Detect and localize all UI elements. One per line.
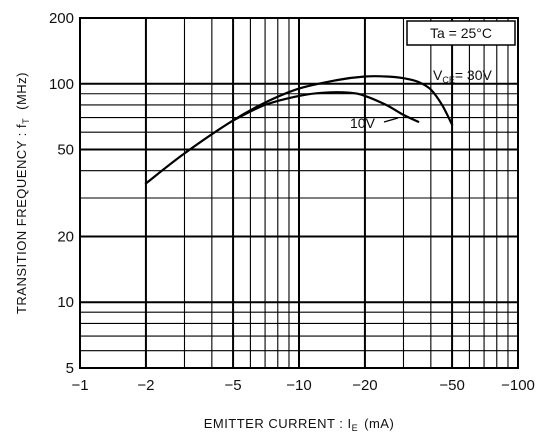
- series-label-v: V: [433, 67, 443, 83]
- series-10v-line: [232, 91, 420, 123]
- condition-label: Ta = 25°C: [430, 25, 492, 41]
- series-label-value: = 30V: [455, 67, 493, 83]
- x-tick-label: −2: [137, 377, 154, 394]
- x-tick-label: −20: [352, 377, 377, 394]
- x-tick-label: −10: [286, 377, 311, 394]
- x-tick-label: −50: [439, 377, 464, 394]
- x-tick-label: −1: [71, 377, 88, 394]
- y-tick-label: 200: [49, 10, 74, 27]
- y-tick-label: 10: [57, 294, 74, 311]
- y-axis-title: TRANSITION FREQUENCY : fT (MHz): [14, 72, 31, 314]
- series-label-10v: 10V: [350, 115, 376, 131]
- series-label-sub: CE: [442, 75, 455, 85]
- x-axis-title: EMITTER CURRENT : IE (mA): [204, 416, 395, 433]
- x-tick-labels: −1 −2 −5 −10 −20 −50 −100: [71, 377, 534, 394]
- x-axis-title-main: EMITTER CURRENT : I: [204, 416, 352, 431]
- y-tick-label: 50: [57, 142, 74, 159]
- condition-box: Ta = 25°C: [406, 20, 516, 46]
- y-axis-title-sub: T: [21, 118, 31, 124]
- y-axis-title-main: TRANSITION FREQUENCY : f: [14, 124, 29, 314]
- plot-frame: [79, 17, 519, 369]
- y-tick-label: 20: [57, 228, 74, 245]
- y-tick-label: 5: [66, 360, 74, 377]
- series-label-vce-30v: VCE= 30V: [433, 67, 492, 85]
- x-tick-label: −100: [501, 377, 535, 394]
- series-10v-leader: [383, 117, 399, 123]
- series-layer: [144, 75, 454, 185]
- y-axis-title-unit: (MHz): [14, 72, 29, 110]
- y-tick-labels: 5 10 20 50 100 200: [49, 10, 74, 377]
- x-axis-title-unit: (mA): [364, 416, 394, 431]
- y-tick-label: 100: [49, 76, 74, 93]
- x-axis-title-sub: E: [352, 423, 359, 433]
- x-tick-label: −5: [225, 377, 242, 394]
- major-grid: [80, 18, 518, 368]
